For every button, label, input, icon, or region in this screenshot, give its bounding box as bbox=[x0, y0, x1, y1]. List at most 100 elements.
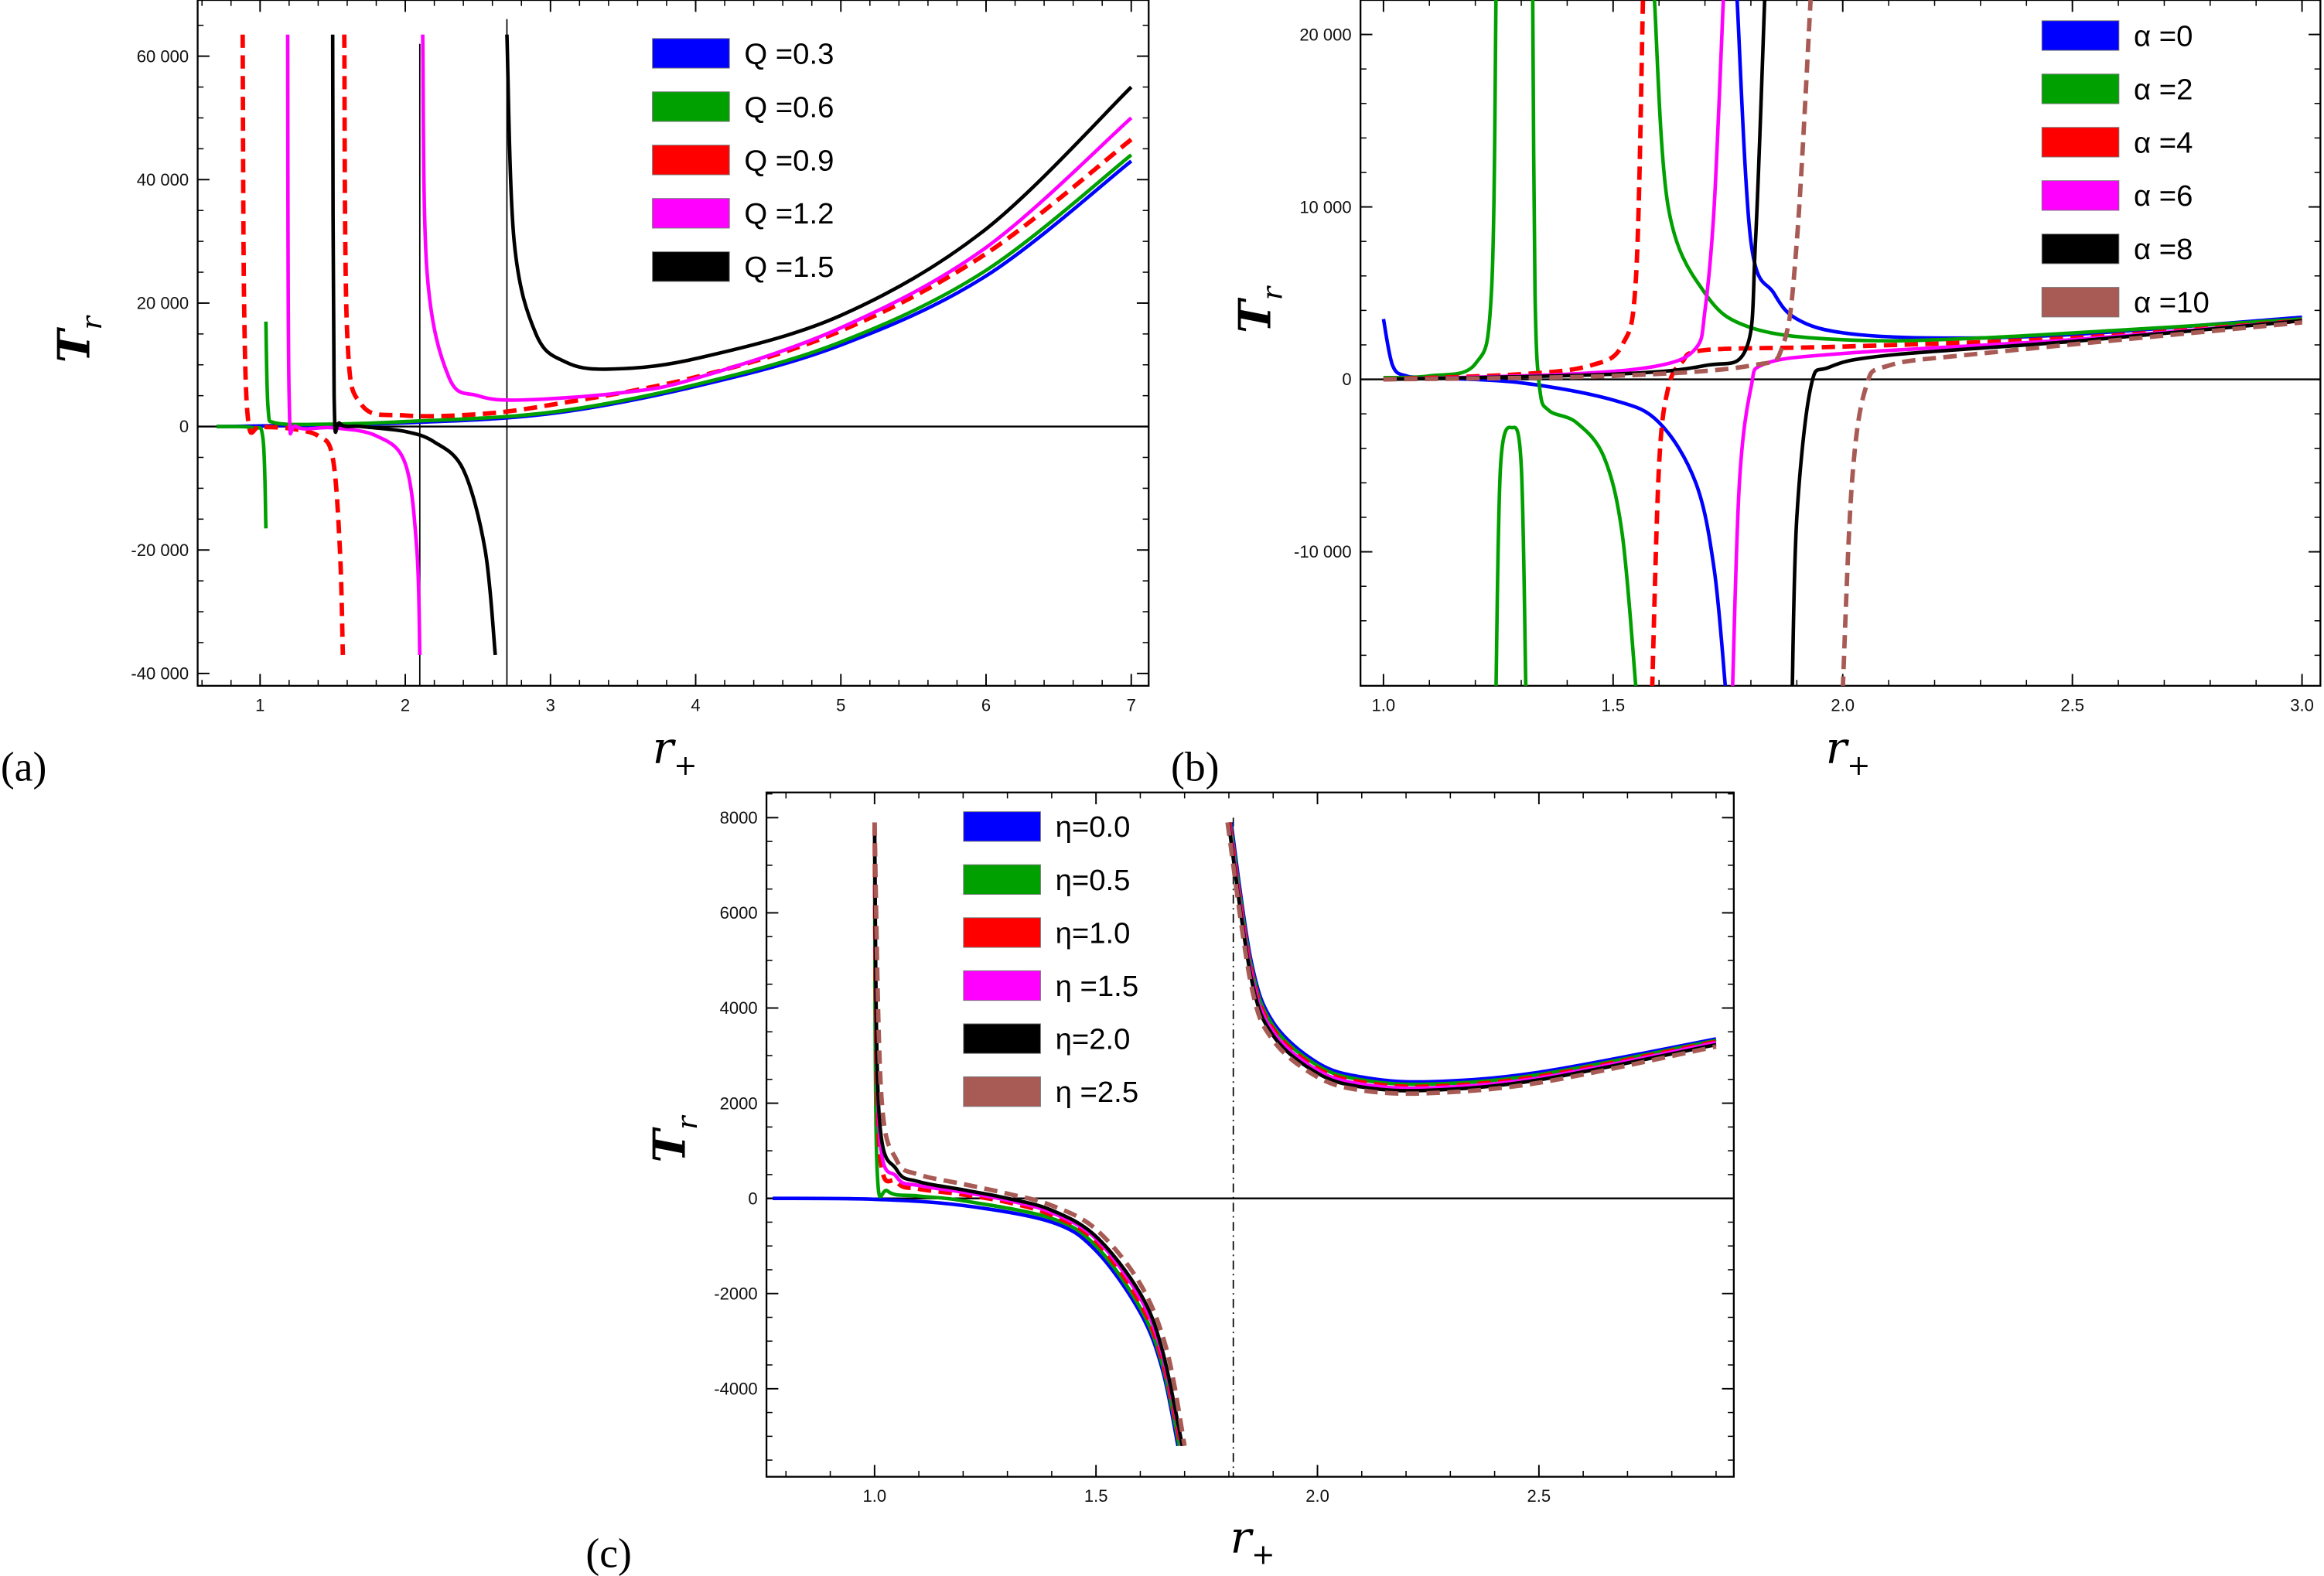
series-line bbox=[240, 34, 346, 655]
legend-swatch bbox=[2041, 20, 2120, 51]
legend: η=0.0 η=0.5 η=1.0 η =1.5 η=2.0 η =2.5 bbox=[963, 810, 1139, 1109]
x-axis-label-main: r bbox=[1826, 721, 1850, 773]
x-axis-label-main: r bbox=[1230, 1511, 1254, 1563]
series-2 bbox=[216, 153, 1133, 529]
series-line bbox=[872, 822, 1185, 1447]
panel-a: 1 2 3 4 5 6 7 60 000 40 000 20 000 0 -20 000 -40 000… bbox=[1, 0, 1150, 790]
x-tick-label: 7 bbox=[1127, 695, 1136, 715]
series-line bbox=[1228, 822, 1717, 1086]
y-tick-label: 8000 bbox=[720, 808, 758, 827]
panel-label: (c) bbox=[585, 1530, 632, 1576]
legend-swatch bbox=[963, 1023, 1041, 1054]
x-axis-label-sub: + bbox=[1251, 1538, 1275, 1571]
y-tick-label: -10 000 bbox=[1294, 542, 1352, 561]
series-line bbox=[285, 34, 422, 655]
x-tick-label: 3 bbox=[546, 695, 555, 715]
series-line bbox=[216, 425, 268, 529]
series-6 bbox=[872, 822, 1717, 1447]
series-line bbox=[1383, 0, 1767, 381]
y-axis-label-sub: r bbox=[1256, 285, 1289, 300]
y-tick-label: 20 000 bbox=[1299, 25, 1351, 44]
y-tick-label: 4000 bbox=[720, 998, 758, 1018]
plot-frame bbox=[765, 791, 1735, 1478]
legend-swatch bbox=[963, 811, 1041, 842]
legend-label: η=0.0 bbox=[1056, 810, 1131, 844]
legend-swatch bbox=[2041, 73, 2120, 104]
x-tick-label: 1 bbox=[255, 695, 264, 715]
y-tick-label: -2000 bbox=[714, 1284, 757, 1303]
x-tick-label: 1.0 bbox=[863, 1486, 887, 1506]
legend-swatch bbox=[652, 91, 730, 122]
x-tick-label: 3.0 bbox=[2290, 695, 2314, 715]
legend-label: η=1.0 bbox=[1056, 916, 1131, 950]
y-tick-label: 40 000 bbox=[137, 170, 189, 189]
legend-swatch bbox=[652, 198, 730, 229]
legend-swatch bbox=[963, 864, 1041, 895]
y-axis-label-main: T bbox=[48, 326, 101, 363]
plot-frame bbox=[196, 0, 1150, 687]
series-line bbox=[1735, 0, 2302, 340]
legend-swatch bbox=[963, 917, 1041, 948]
legend-label: α =4 bbox=[2134, 126, 2193, 159]
legend-label: η=0.5 bbox=[1056, 864, 1131, 897]
series-line bbox=[342, 34, 1133, 419]
plot-area bbox=[197, 19, 1149, 686]
legend-swatch bbox=[652, 145, 730, 176]
x-tick-label: 5 bbox=[836, 695, 845, 715]
series-line bbox=[1383, 0, 1498, 380]
y-axis-label: Tr bbox=[48, 315, 108, 363]
minor-ticks bbox=[766, 792, 1734, 1477]
series-line bbox=[872, 822, 1187, 1447]
y-tick-label: 20 000 bbox=[137, 294, 189, 313]
series-4 bbox=[872, 822, 1717, 1447]
legend-swatch bbox=[652, 38, 730, 69]
series-line bbox=[264, 153, 1133, 427]
legend-label: Q =1.2 bbox=[744, 197, 834, 230]
y-tick-label: 0 bbox=[748, 1189, 757, 1208]
legend-label: α =6 bbox=[2134, 179, 2193, 213]
x-axis-label-sub: + bbox=[1847, 749, 1870, 782]
series-5 bbox=[872, 822, 1717, 1447]
series-3 bbox=[872, 822, 1717, 1447]
x-axis-label: r+ bbox=[1230, 1511, 1275, 1571]
series-line bbox=[872, 822, 1184, 1447]
series-line bbox=[872, 822, 1183, 1447]
series-5 bbox=[330, 34, 1133, 656]
legend-label: α =10 bbox=[2134, 286, 2210, 319]
legend-label: α =2 bbox=[2134, 73, 2193, 106]
series-line bbox=[421, 34, 1133, 402]
legend-label: Q =0.6 bbox=[744, 90, 834, 124]
plot-area bbox=[1360, 0, 2321, 686]
legend-swatch bbox=[2041, 287, 2120, 318]
legend-swatch bbox=[2041, 127, 2120, 158]
y-tick-label: 0 bbox=[179, 417, 189, 436]
y-axis-label: Tr bbox=[1228, 285, 1288, 333]
series-line bbox=[1494, 425, 1528, 686]
legend-swatch bbox=[963, 970, 1041, 1001]
y-tick-label: -20 000 bbox=[131, 541, 189, 560]
series-line bbox=[1227, 822, 1717, 1090]
series-line bbox=[1227, 822, 1717, 1090]
series-line bbox=[330, 34, 497, 656]
y-tick-label: 2000 bbox=[720, 1093, 758, 1113]
series-line bbox=[1650, 318, 2302, 686]
x-tick-label: 2.0 bbox=[1305, 1486, 1329, 1506]
series-6 bbox=[1383, 0, 2302, 686]
y-tick-label: 60 000 bbox=[137, 46, 189, 66]
legend-label: η=2.0 bbox=[1056, 1022, 1131, 1056]
series-line bbox=[505, 34, 1133, 371]
y-axis-label: Tr bbox=[643, 1114, 704, 1163]
series-line bbox=[1790, 319, 2302, 686]
legend-swatch bbox=[963, 1076, 1041, 1107]
plot-area bbox=[766, 817, 1734, 1477]
series-3 bbox=[240, 34, 1133, 655]
legend-label: η =1.5 bbox=[1056, 970, 1139, 1003]
y-axis-label-sub: r bbox=[75, 315, 108, 330]
y-axis-label-main: T bbox=[1228, 297, 1281, 333]
panel-label: (b) bbox=[1171, 743, 1220, 790]
x-tick-label: 2.0 bbox=[1831, 695, 1855, 715]
series-2 bbox=[872, 822, 1717, 1447]
x-tick-label: 1.5 bbox=[1084, 1486, 1108, 1506]
